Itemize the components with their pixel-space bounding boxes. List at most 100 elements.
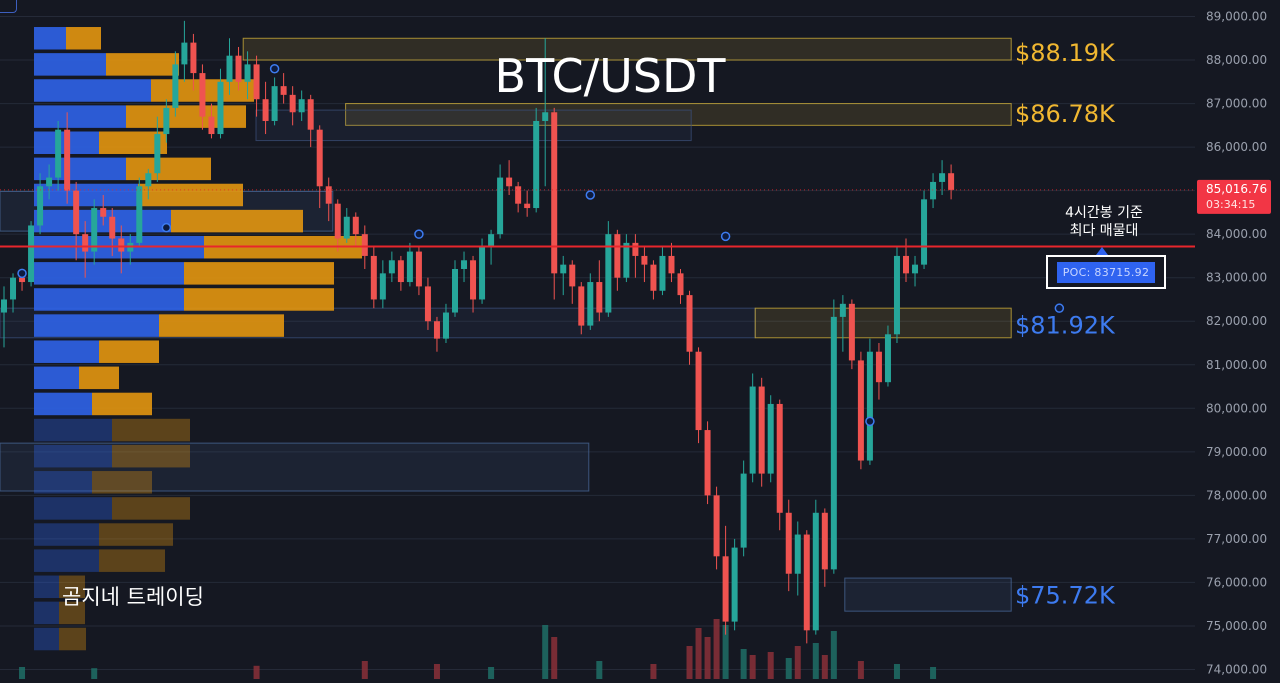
candle-body <box>903 255 909 274</box>
candle-body <box>884 334 891 383</box>
profile-buy-bar <box>34 497 112 520</box>
candle-body <box>848 303 855 361</box>
candle-body <box>830 316 837 570</box>
candle-body <box>948 173 955 190</box>
volume-bar <box>812 643 819 679</box>
signal-marker <box>17 268 27 279</box>
profile-sell-bar <box>106 53 179 76</box>
zone-box <box>754 307 1012 339</box>
candle-body <box>722 556 729 622</box>
y-tick-label: 74,000.00 <box>1206 663 1267 677</box>
volume-bar <box>930 667 937 679</box>
candle-body <box>731 547 738 622</box>
profile-buy-bar <box>34 262 184 285</box>
candle-body <box>524 203 531 209</box>
candle-body <box>875 351 882 383</box>
candle-body <box>551 112 558 274</box>
candle-body <box>271 86 278 121</box>
candle-body <box>623 242 630 278</box>
candle-body <box>343 216 350 239</box>
profile-buy-bar <box>34 575 59 599</box>
candle-body <box>749 386 756 474</box>
profile-sell-bar <box>59 601 85 625</box>
y-tick-label: 84,000.00 <box>1206 227 1267 241</box>
candle-body <box>37 186 44 226</box>
candle-body <box>325 186 332 204</box>
volume-bar <box>253 665 260 679</box>
y-tick-label: 81,000.00 <box>1206 358 1267 372</box>
volume-bar <box>704 637 711 679</box>
zone-box <box>844 577 1012 612</box>
candle-body <box>857 360 864 461</box>
candle-body <box>253 64 260 100</box>
profile-sell-bar <box>159 314 284 337</box>
candle-body <box>839 303 846 317</box>
candle-body <box>614 234 621 278</box>
candle-body <box>136 186 143 243</box>
candle-body <box>767 403 774 474</box>
candle-body <box>776 403 783 513</box>
level-label: $81.92K <box>1015 312 1116 340</box>
volume-bar <box>830 631 837 679</box>
y-tick-label: 88,000.00 <box>1206 53 1267 67</box>
profile-buy-bar <box>34 471 92 494</box>
level-label: $88.19K <box>1015 39 1116 67</box>
y-tick-label: 75,000.00 <box>1206 619 1267 633</box>
candle-body <box>379 273 386 300</box>
profile-buy-bar <box>34 27 66 50</box>
candle-body <box>821 512 828 570</box>
volume-bar <box>785 658 792 679</box>
y-tick-label: 77,000.00 <box>1206 532 1267 546</box>
last-price-tag <box>1197 179 1271 214</box>
profile-buy-bar <box>34 183 138 207</box>
candle-body <box>361 234 368 256</box>
profile-sell-bar <box>171 209 303 233</box>
zone-box <box>345 103 1012 126</box>
candle-body <box>55 129 62 178</box>
volume-bar <box>596 661 603 679</box>
candle-body <box>397 260 404 283</box>
candle-body <box>488 234 495 248</box>
poc-note-line2: 최다 매물대 <box>1070 223 1139 239</box>
candle-body <box>921 199 928 265</box>
candle-body <box>515 186 522 204</box>
candle-body <box>794 534 801 574</box>
candle-body <box>497 177 504 235</box>
zone-box <box>0 442 590 492</box>
corner-tab-icon <box>0 0 17 13</box>
profile-sell-bar <box>99 549 165 572</box>
profile-sell-bar <box>112 444 190 468</box>
volume-bar <box>551 637 558 679</box>
profile-buy-bar <box>34 340 99 363</box>
volume-bar <box>488 667 495 679</box>
profile-sell-bar <box>99 340 159 363</box>
candle-body <box>370 255 377 300</box>
candle-body <box>73 190 80 235</box>
signal-marker <box>1054 303 1065 313</box>
profile-sell-bar <box>112 418 190 442</box>
candle-body <box>28 225 35 283</box>
candle-body <box>118 238 125 252</box>
volume-bar <box>91 668 98 679</box>
profile-buy-bar <box>34 549 99 572</box>
volume-bar <box>821 655 828 679</box>
profile-sell-bar <box>66 27 101 50</box>
candle-body <box>560 264 567 274</box>
candle-body <box>307 99 314 130</box>
candle-body <box>668 255 675 274</box>
candle-body <box>145 173 152 187</box>
candle-body <box>406 251 413 283</box>
zone-box <box>255 109 692 142</box>
profile-buy-bar <box>34 392 92 416</box>
profile-sell-bar <box>92 471 152 494</box>
profile-buy-bar <box>34 627 59 651</box>
candle-body <box>109 216 116 239</box>
candle-body <box>1 299 7 313</box>
chart-title: BTC/USDT <box>495 49 727 103</box>
candle-body <box>659 255 666 291</box>
volume-bar <box>794 646 801 679</box>
volume-bar <box>713 619 720 679</box>
profile-buy-bar <box>34 601 59 625</box>
